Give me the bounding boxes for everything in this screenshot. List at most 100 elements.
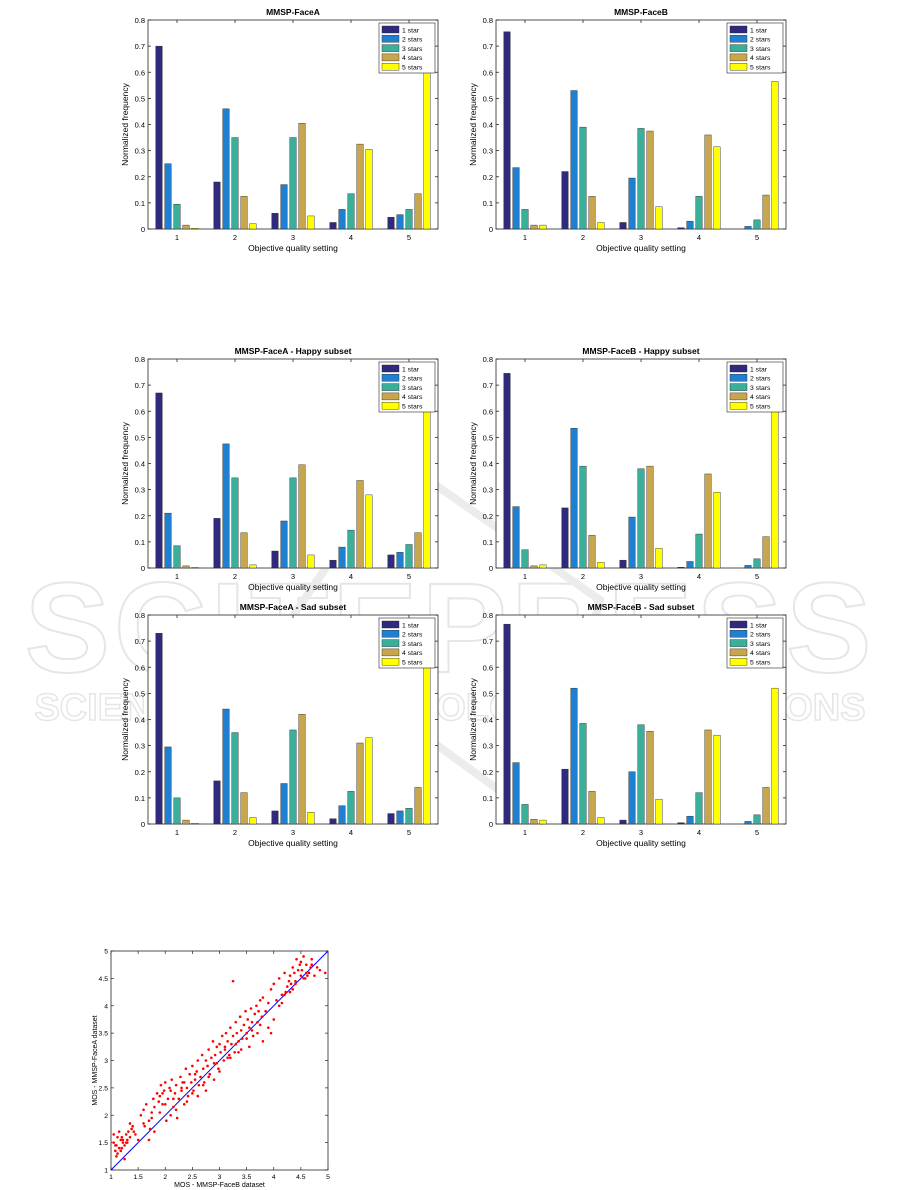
bar — [762, 787, 770, 825]
bar — [512, 762, 520, 825]
legend-swatch — [381, 648, 400, 657]
scatter-point — [144, 1103, 148, 1106]
legend: 1 star 2 stars 3 stars 4 stars 5 stars — [726, 361, 784, 413]
scatter-point — [172, 1105, 175, 1109]
scatter-point — [168, 1086, 171, 1090]
y-tick-label: 0.7 — [483, 637, 493, 646]
scatter-point — [231, 1034, 235, 1038]
scatter-point — [200, 1053, 204, 1057]
scatter-point — [142, 1108, 145, 1112]
bar — [771, 81, 779, 230]
scatter-point — [207, 1075, 210, 1079]
y-tick-label: 0.5 — [135, 689, 145, 698]
scatter-point — [210, 1056, 213, 1060]
scatter-point — [230, 1042, 233, 1046]
bar — [521, 804, 529, 825]
legend-swatch — [729, 620, 748, 629]
legend-swatch — [381, 44, 400, 52]
legend: 1 star 2 stars 3 stars 4 stars 5 stars — [726, 22, 784, 74]
bar — [561, 171, 569, 230]
scatter-point — [165, 1119, 168, 1123]
bar — [713, 146, 721, 230]
scatter-point — [242, 1023, 246, 1027]
bar — [686, 220, 694, 230]
scatter-point — [323, 971, 327, 975]
bar — [521, 549, 529, 569]
scatter-point — [124, 1141, 128, 1144]
bar — [387, 217, 395, 230]
scatter-point — [117, 1130, 121, 1133]
scatter-point — [289, 982, 293, 986]
bar — [619, 222, 627, 230]
x-tick-label: 5 — [407, 828, 411, 837]
bar — [365, 737, 373, 825]
bar — [307, 554, 315, 569]
y-axis-label: Normalized frequency — [120, 677, 130, 760]
scatter-point — [158, 1111, 162, 1114]
bar — [231, 477, 239, 569]
scatter-point — [204, 1059, 208, 1062]
scatter-point — [302, 955, 305, 958]
bar — [222, 108, 230, 230]
scatter-point — [294, 979, 297, 983]
bar — [213, 780, 221, 825]
bar — [655, 798, 663, 825]
scatter-point — [169, 1113, 172, 1117]
legend-swatch — [381, 25, 400, 34]
y-tick-label: 0.7 — [135, 42, 145, 51]
bar — [280, 783, 288, 825]
scatter-point — [148, 1127, 152, 1131]
y-tick-label: 0.6 — [135, 663, 145, 672]
bar — [249, 223, 257, 230]
y-tick-label: 0 — [489, 564, 493, 573]
scatter-point — [131, 1124, 134, 1128]
scatter-point — [116, 1152, 119, 1155]
bar — [762, 194, 770, 230]
scatter-point — [206, 1064, 209, 1068]
scatter-point — [217, 1067, 220, 1071]
x-tick-label: 2.5 — [188, 1174, 198, 1181]
scatter-point — [291, 988, 295, 991]
scatter-point — [150, 1111, 153, 1114]
y-tick-label: 0.2 — [483, 173, 493, 182]
x-tick-label: 1 — [523, 572, 527, 581]
bar — [347, 193, 355, 230]
bar — [713, 734, 721, 825]
scatter-point — [277, 1004, 281, 1008]
bar — [240, 532, 248, 569]
legend-swatch — [381, 402, 400, 410]
legend-entry: 1 star — [750, 27, 768, 34]
scatter-point — [234, 1042, 238, 1046]
bar-chart-6: 0 0.1 0.2 0.3 0.4 0.5 0.6 0.7 0.8 1 2 3 4 5 MMSP-FaceB… — [468, 602, 787, 848]
y-tick-label: 0.6 — [483, 407, 493, 416]
y-axis-label: Normalized frequency — [468, 82, 478, 165]
x-tick-label: 4 — [697, 828, 701, 837]
scatter-point — [189, 1081, 193, 1084]
y-tick-label: 0.1 — [483, 794, 493, 803]
bar — [503, 31, 511, 230]
y-tick-label: 0 — [141, 225, 145, 234]
bar — [597, 222, 605, 230]
bar — [338, 805, 346, 825]
scatter-point — [166, 1097, 170, 1101]
x-tick-label: 2 — [233, 572, 237, 581]
scatter-point — [121, 1138, 125, 1142]
legend-entry: 5 stars — [402, 65, 423, 72]
bar — [271, 810, 279, 825]
scatter-point — [313, 974, 316, 977]
bar — [240, 196, 248, 230]
scatter-point — [255, 1004, 258, 1008]
x-tick-label: 3 — [218, 1174, 222, 1181]
y-tick-label: 0.3 — [483, 486, 493, 495]
y-axis-label: MOS - MMSP-FaceA dataset — [92, 1015, 99, 1105]
legend-entry: 4 stars — [750, 394, 771, 401]
bar — [182, 819, 190, 825]
bar — [530, 819, 538, 825]
scatter-point — [163, 1081, 167, 1084]
legend-swatch — [729, 25, 748, 34]
scatter-point — [123, 1157, 126, 1161]
y-tick-label: 0 — [489, 225, 493, 234]
scatter-point — [153, 1105, 156, 1109]
x-tick-label: 2 — [163, 1174, 167, 1181]
x-tick-label: 3 — [639, 233, 643, 242]
